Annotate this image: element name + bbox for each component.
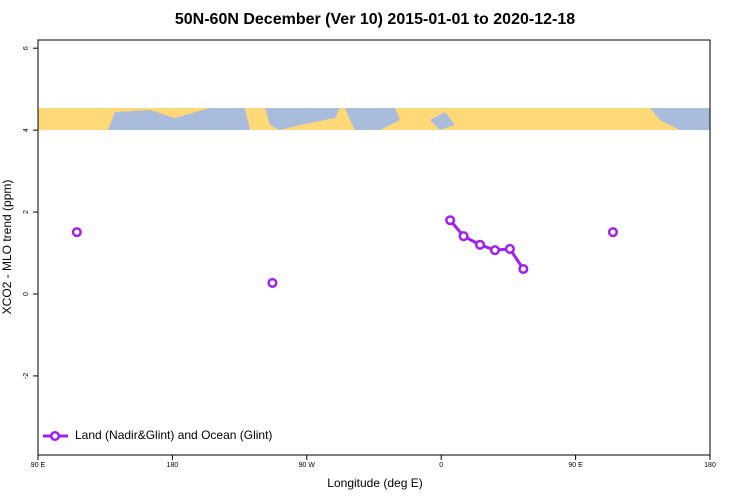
x-tick-label: 90 E xyxy=(568,462,583,469)
x-tick-label: 180 xyxy=(704,462,716,469)
legend-marker xyxy=(49,430,61,442)
x-axis-label: Longitude (deg E) xyxy=(327,476,422,490)
data-point xyxy=(445,215,456,226)
y-tick-label: -2 xyxy=(23,373,30,379)
data-point xyxy=(267,277,278,288)
data-point xyxy=(474,239,486,250)
x-tick-label: 90 W xyxy=(299,462,316,469)
y-tick-label: 0 xyxy=(23,292,30,296)
x-tick-label: 90 E xyxy=(31,462,46,469)
data-point xyxy=(489,245,501,256)
y-axis-label: XCO2 - MLO trend (ppm) xyxy=(0,180,14,315)
y-tick-label: 6 xyxy=(23,46,30,50)
data-point xyxy=(504,243,515,254)
data-point xyxy=(71,227,82,238)
data-point xyxy=(518,263,529,275)
legend-label: Land (Nadir&Glint) and Ocean (Glint) xyxy=(75,428,272,442)
x-tick-label: 0 xyxy=(439,462,443,469)
map-band xyxy=(38,108,710,130)
data-point xyxy=(607,227,618,238)
x-tick-label: 180 xyxy=(167,462,179,469)
y-tick-label: 2 xyxy=(23,210,30,214)
data-point xyxy=(458,231,469,242)
plot-frame xyxy=(37,39,711,456)
chart-title: 50N-60N December (Ver 10) 2015-01-01 to … xyxy=(175,11,575,28)
y-tick-label: 4 xyxy=(23,128,30,132)
